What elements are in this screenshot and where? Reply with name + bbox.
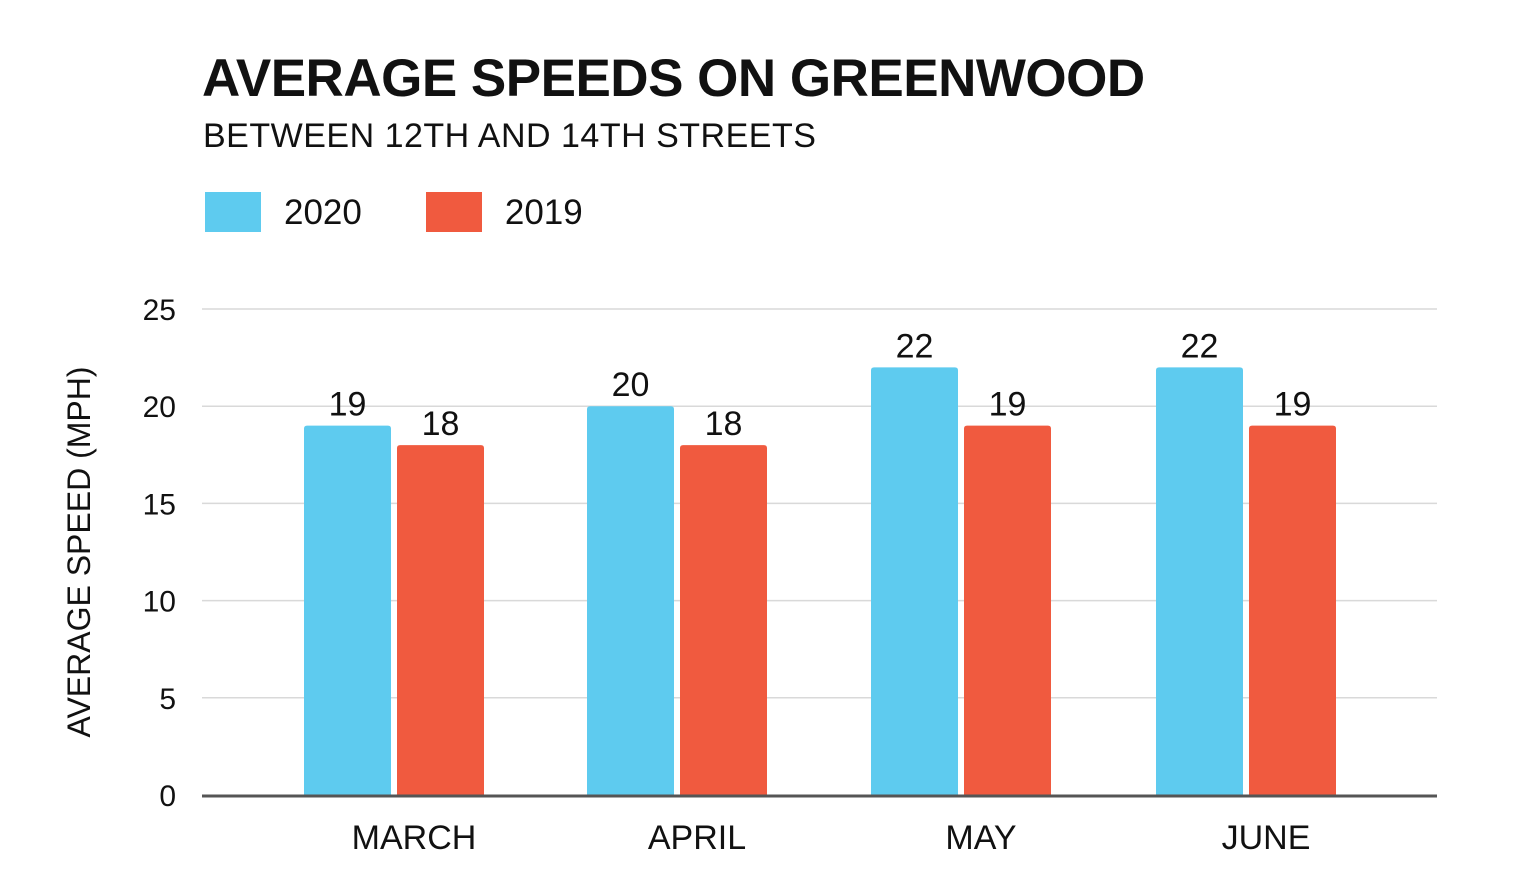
chart-subtitle: BETWEEN 12TH AND 14TH STREETS <box>203 117 817 155</box>
bar-april-series-1 <box>680 445 767 795</box>
data-label-march-series-1: 18 <box>422 405 460 443</box>
data-label-march-series-0: 19 <box>329 386 367 424</box>
bar-may-series-1 <box>964 425 1051 795</box>
y-axis-title: AVERAGE SPEED (MPH) <box>61 366 97 737</box>
data-label-june-series-0: 22 <box>1181 327 1219 365</box>
data-label-april-series-0: 20 <box>612 366 650 404</box>
y-tick-label-10: 10 <box>143 586 176 619</box>
x-tick-labels: MARCH APRIL MAY JUNE <box>352 819 1311 857</box>
x-tick-label-june: JUNE <box>1222 819 1311 857</box>
x-tick-label-may: MAY <box>945 819 1016 857</box>
data-labels: 19 18 20 18 22 19 22 19 <box>329 327 1312 443</box>
y-tick-label-0: 0 <box>159 780 176 813</box>
legend: 2020 2019 <box>205 192 647 232</box>
data-label-april-series-1: 18 <box>705 405 743 443</box>
bars <box>304 367 1336 795</box>
x-tick-label-april: APRIL <box>648 819 746 857</box>
legend-item-series-0: 2020 <box>205 192 362 232</box>
bar-march-series-0 <box>304 425 391 795</box>
data-label-may-series-0: 22 <box>896 327 934 365</box>
y-tick-labels: 0 5 10 15 20 25 <box>143 294 176 813</box>
y-tick-label-25: 25 <box>143 294 176 327</box>
y-tick-label-15: 15 <box>143 488 176 521</box>
y-tick-label-5: 5 <box>159 683 176 716</box>
legend-swatch-series-0 <box>205 192 261 232</box>
legend-label-series-1: 2019 <box>504 192 583 232</box>
data-label-june-series-1: 19 <box>1274 386 1312 424</box>
legend-label-series-0: 2020 <box>284 192 362 232</box>
data-label-may-series-1: 19 <box>989 386 1027 424</box>
bar-april-series-0 <box>587 406 674 795</box>
legend-swatch-series-1 <box>425 192 482 232</box>
bar-may-series-0 <box>871 367 958 795</box>
bar-june-series-0 <box>1156 367 1243 795</box>
x-tick-label-march: MARCH <box>352 819 477 857</box>
chart-title: AVERAGE SPEEDS ON GREENWOOD <box>202 49 1145 108</box>
bar-june-series-1 <box>1249 425 1336 795</box>
bar-march-series-1 <box>397 445 484 795</box>
legend-item-series-1: 2019 <box>425 192 583 232</box>
y-tick-label-20: 20 <box>143 391 176 424</box>
